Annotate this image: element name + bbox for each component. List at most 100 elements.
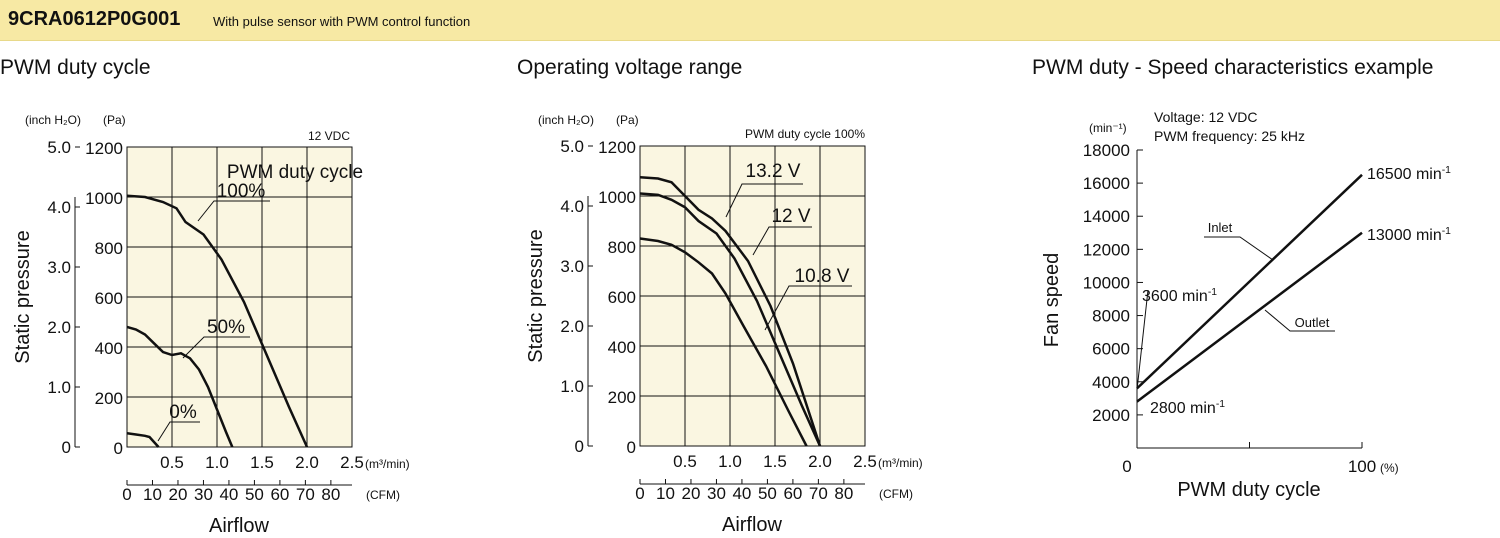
y-tick-label-pa: 800 [608,238,636,257]
series-line [639,237,808,447]
model-description: With pulse sensor with PWM control funct… [213,14,471,29]
annotation-inlet-end-exponent: -1 [1442,165,1451,176]
series-label: 100% [217,181,266,202]
legend-title: PWM duty cycle [227,162,363,183]
y-tick-label-pa: 200 [608,388,636,407]
annotation-inlet-start-value: 3600 min [1142,288,1208,305]
x-tick-label-cfm: 80 [834,484,853,503]
x-tick-label: 0 [1122,457,1131,476]
y-tick-label-inch: 4.0 [47,198,71,217]
y-axis-title: Static pressure [12,230,34,363]
y-tick-label-inch: 2.0 [47,318,71,337]
y-tick-label-pa: 600 [608,288,636,307]
x-unit: (%) [1380,461,1399,475]
x-axis-title: Airflow [209,515,270,537]
x-tick-label: 1.0 [718,452,742,471]
y-tick-label-pa: 200 [95,389,123,408]
series-line [126,325,234,448]
y-tick-label: 16000 [1083,174,1130,193]
x-tick-label: 100 [1348,457,1376,476]
x-tick-label-cfm: 60 [270,485,289,504]
y-unit-pa: (Pa) [103,113,126,127]
series-leader-line [725,183,803,218]
y-tick-label-inch: 2.0 [560,317,584,336]
x-tick-label-cfm: 70 [296,485,315,504]
chart-title: PWM duty cycle [0,56,151,79]
y-tick-label: 8000 [1092,307,1130,326]
x-tick-label-cfm: 50 [758,484,777,503]
x-tick-label-cfm: 0 [122,485,131,504]
y-tick-label-inch: 0 [62,438,71,457]
y-unit-inch: (inch H₂O) [25,113,81,127]
y-tick-label: 2000 [1092,406,1130,425]
series-line [1136,173,1363,390]
header-bar: 9CRA0612P0G001 With pulse sensor with PW… [0,0,1500,41]
x-tick-label: 0.5 [673,452,697,471]
x-tick-label-cfm: 60 [783,484,802,503]
condition-voltage: Voltage: 12 VDC [1154,109,1258,125]
annotation-outlet-end-value: 13000 min [1367,227,1442,244]
annotation-leader [1136,289,1149,391]
series-line [1136,231,1363,403]
y-tick-label: 18000 [1083,141,1130,160]
y-tick-label-pa: 400 [608,338,636,357]
x-tick-label: 2.0 [808,452,832,471]
condition-label: PWM duty cycle 100% [745,127,865,141]
series-line [639,176,822,447]
series-line [126,194,309,448]
annotation-inlet-start-exponent: -1 [1208,287,1217,298]
y-axis-title: Fan speed [1041,253,1063,348]
model-number: 9CRA0612P0G001 [8,8,181,30]
series-label: 10.8 V [795,266,850,287]
series-leader-line [752,226,812,256]
x-unit-cfm: (CFM) [879,487,913,501]
x-axis-title: PWM duty cycle [1177,479,1320,501]
x-unit: (m³/min) [878,456,923,470]
x-tick-label-cfm: 10 [143,485,162,504]
y-tick-label: 10000 [1083,273,1130,292]
x-tick-label-cfm: 30 [194,485,213,504]
condition-frequency: PWM frequency: 25 kHz [1154,128,1305,144]
annotation-outlet-start-exponent: -1 [1216,399,1225,410]
y-tick-label-pa: 0 [114,439,123,458]
y-tick-label-pa: 1000 [598,188,636,207]
x-tick-label: 1.5 [250,453,274,472]
x-tick-label-cfm: 40 [219,485,238,504]
x-tick-label: 2.5 [340,453,364,472]
y-tick-label-inch: 4.0 [560,197,584,216]
y-tick-label-pa: 400 [95,339,123,358]
annotation-inlet-end: 16500 min-1 [1367,165,1451,183]
series-label: 0% [169,402,197,423]
y-tick-label-pa: 800 [95,239,123,258]
x-tick-label-cfm: 10 [656,484,675,503]
annotation-inlet-start: 3600 min-1 [1142,287,1217,305]
y-tick-label: 12000 [1083,240,1130,259]
x-tick-label-cfm: 20 [682,484,701,503]
chart-title: Operating voltage range [517,56,742,79]
series-label-outlet: Outlet [1295,315,1330,330]
series-leader-line [764,285,852,331]
series-label: 50% [207,317,245,338]
y-tick-label: 4000 [1092,373,1130,392]
annotation-outlet-start-value: 2800 min [1150,400,1216,417]
y-unit-pa: (Pa) [616,113,639,127]
series-label: 12 V [771,206,810,227]
y-tick-label-pa: 1200 [598,138,636,157]
series-leader-line [182,336,250,359]
y-tick-label: 14000 [1083,207,1130,226]
y-tick-label-inch: 5.0 [560,137,584,156]
y-tick-label-pa: 0 [627,438,636,457]
x-tick-label-cfm: 0 [635,484,644,503]
x-tick-label: 1.0 [205,453,229,472]
y-tick-label-pa: 1200 [85,139,123,158]
series-line [639,192,822,447]
x-tick-label-cfm: 50 [245,485,264,504]
y-tick-label-pa: 1000 [85,189,123,208]
y-tick-label-inch: 5.0 [47,138,71,157]
y-tick-label-inch: 1.0 [47,378,71,397]
series-leader-line [1264,309,1335,332]
annotation-outlet-end-exponent: -1 [1442,226,1451,237]
x-tick-label-cfm: 30 [707,484,726,503]
x-tick-label-cfm: 70 [809,484,828,503]
x-axis-title: Airflow [722,514,783,536]
